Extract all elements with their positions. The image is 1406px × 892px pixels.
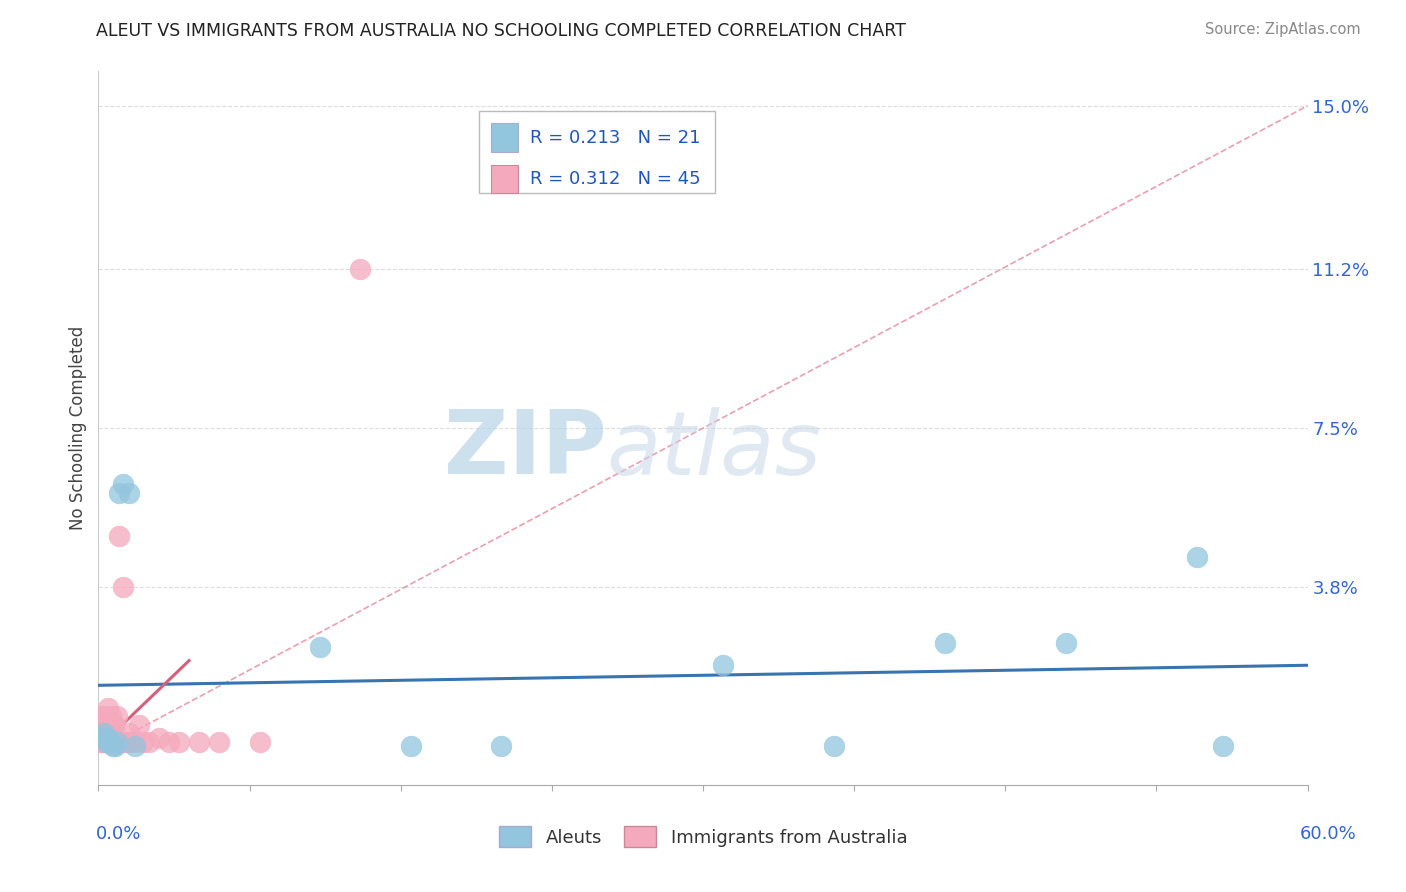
Point [97, 735, 120, 749]
Point [132, 735, 155, 749]
Point [97, 731, 120, 745]
Point [124, 735, 146, 749]
Point [105, 735, 128, 749]
Point [105, 709, 128, 723]
Point [138, 735, 160, 749]
Text: atlas: atlas [606, 407, 821, 492]
Point [118, 726, 141, 740]
Text: 60.0%: 60.0% [1301, 825, 1357, 843]
Point [91, 731, 114, 745]
Point [157, 735, 180, 749]
Point [91, 735, 114, 749]
Point [823, 739, 845, 754]
Text: 0.0%: 0.0% [96, 825, 141, 843]
Point [111, 580, 134, 594]
Point [96, 735, 118, 749]
Point [93, 726, 115, 740]
Text: ALEUT VS IMMIGRANTS FROM AUSTRALIA NO SCHOOLING COMPLETED CORRELATION CHART: ALEUT VS IMMIGRANTS FROM AUSTRALIA NO SC… [96, 22, 905, 40]
Point [1185, 550, 1208, 565]
Point [91, 718, 114, 732]
Point [91, 726, 114, 740]
Point [97, 726, 120, 740]
Point [93, 735, 115, 749]
Point [399, 739, 422, 754]
Point [91, 709, 114, 723]
Point [349, 262, 371, 277]
Point [100, 735, 122, 749]
Point [309, 640, 332, 655]
Point [118, 485, 141, 500]
Point [208, 735, 231, 749]
Text: R = 0.213   N = 21: R = 0.213 N = 21 [530, 128, 700, 146]
Point [107, 735, 129, 749]
Legend: Aleuts, Immigrants from Australia: Aleuts, Immigrants from Australia [499, 827, 907, 847]
Point [93, 718, 115, 732]
Point [101, 739, 124, 754]
Point [96, 735, 118, 749]
Point [103, 735, 125, 749]
Point [89, 722, 111, 736]
Point [100, 726, 122, 740]
Y-axis label: No Schooling Completed: No Schooling Completed [69, 326, 87, 530]
Text: ZIP: ZIP [443, 406, 606, 493]
Point [101, 735, 124, 749]
Point [120, 735, 142, 749]
Point [97, 700, 120, 714]
Point [124, 739, 146, 754]
Point [97, 718, 120, 732]
Point [115, 735, 138, 749]
Point [188, 735, 211, 749]
Point [107, 528, 129, 542]
Point [103, 739, 125, 754]
FancyBboxPatch shape [492, 165, 517, 194]
Point [107, 485, 129, 500]
Point [1054, 636, 1077, 650]
Point [491, 739, 513, 754]
Point [100, 709, 122, 723]
Text: R = 0.312   N = 45: R = 0.312 N = 45 [530, 170, 700, 188]
FancyBboxPatch shape [492, 123, 517, 152]
Point [249, 735, 271, 749]
Point [111, 477, 134, 491]
Point [100, 735, 122, 749]
Point [128, 718, 150, 732]
Point [89, 735, 111, 749]
Point [148, 731, 170, 745]
Point [711, 657, 734, 672]
Point [934, 636, 956, 650]
Text: Source: ZipAtlas.com: Source: ZipAtlas.com [1205, 22, 1361, 37]
FancyBboxPatch shape [479, 111, 716, 193]
Point [93, 709, 115, 723]
Point [96, 718, 118, 732]
Point [110, 735, 132, 749]
Point [114, 735, 136, 749]
Point [1212, 739, 1234, 754]
Point [103, 718, 125, 732]
Point [96, 726, 118, 740]
Point [105, 735, 128, 749]
Point [101, 718, 124, 732]
Point [167, 735, 190, 749]
Point [93, 726, 115, 740]
